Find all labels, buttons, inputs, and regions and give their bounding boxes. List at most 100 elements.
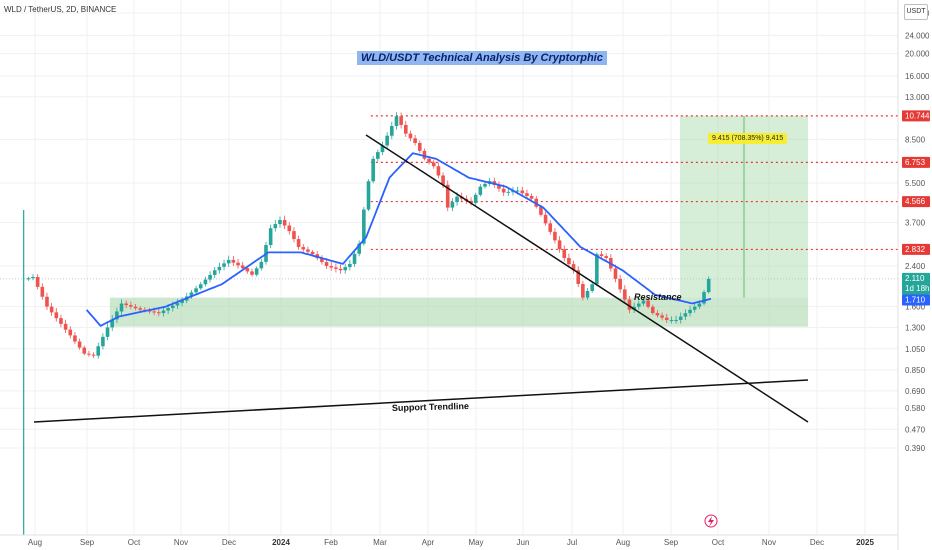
- candle-body: [45, 296, 49, 307]
- candle-body: [203, 279, 208, 285]
- candle-body: [68, 329, 73, 336]
- candle-body: [240, 265, 245, 269]
- candle-body: [40, 286, 45, 297]
- price-badge: [902, 294, 930, 306]
- candle-body: [692, 306, 697, 310]
- x-tick-label: Apr: [422, 538, 435, 547]
- candle-body: [548, 223, 553, 232]
- candle-body: [292, 231, 296, 240]
- candle-body: [441, 175, 445, 185]
- candle-body: [515, 190, 520, 192]
- candle-body: [119, 303, 124, 312]
- candle-body: [82, 347, 87, 354]
- candle-body: [506, 191, 511, 193]
- x-tick-label: Jul: [567, 538, 577, 547]
- candle-body: [557, 240, 562, 250]
- candle-body: [268, 228, 273, 246]
- candle-body: [427, 158, 431, 163]
- candle-body: [231, 259, 236, 263]
- candle-body: [664, 317, 669, 320]
- price-badge-label: 2.832: [905, 245, 926, 254]
- candle-body: [282, 219, 287, 226]
- candle-body: [101, 336, 105, 347]
- symbol-label: WLD / TetherUS, 2D, BINANCE: [4, 5, 117, 14]
- x-tick-label: Oct: [128, 538, 141, 547]
- candle-body: [273, 224, 278, 229]
- candle-body: [431, 162, 436, 167]
- candle-body: [54, 312, 59, 319]
- candle-body: [473, 194, 478, 204]
- candle-body: [352, 253, 357, 264]
- candle-body: [478, 186, 483, 195]
- candle-body: [26, 278, 31, 280]
- price-badge-label: 4.566: [905, 197, 926, 206]
- candle-body: [371, 158, 375, 182]
- candle-body: [706, 278, 711, 293]
- x-tick-label: Nov: [174, 538, 188, 547]
- candle-body: [296, 239, 301, 248]
- price-badge-label: 10.744: [905, 111, 930, 120]
- trendlines: [33, 134, 809, 423]
- candle-body: [147, 310, 152, 312]
- candle-body: [115, 311, 119, 320]
- candle-body: [660, 315, 664, 318]
- candle-body: [133, 306, 138, 309]
- currency-button[interactable]: USDT: [904, 4, 928, 20]
- candle-body: [208, 274, 212, 280]
- candle-body: [585, 290, 590, 298]
- candle-body: [320, 258, 324, 263]
- candle-body: [520, 190, 525, 194]
- y-tick-label: 24.000: [905, 31, 930, 40]
- y-tick-label: 13.000: [905, 93, 930, 102]
- candle-body: [338, 268, 343, 271]
- candle-body: [497, 184, 501, 189]
- candle-body: [329, 265, 334, 268]
- price-badge: [902, 272, 930, 295]
- y-tick-label: 1.050: [905, 345, 926, 354]
- x-tick-label: Mar: [373, 538, 387, 547]
- candle-body: [212, 270, 217, 275]
- candle-body: [343, 267, 348, 271]
- candle-body: [455, 196, 459, 203]
- candle-body: [501, 188, 506, 193]
- y-tick-label: 2.400: [905, 262, 926, 271]
- y-tick-label: 5.500: [905, 179, 926, 188]
- moving-average-line: [85, 152, 712, 328]
- candle-body: [287, 225, 292, 232]
- candle-body: [553, 231, 557, 241]
- candle-body: [194, 288, 198, 293]
- candle-body: [91, 354, 96, 356]
- x-tick-label: May: [468, 538, 483, 547]
- candle-body: [362, 209, 366, 244]
- candle-body: [166, 308, 170, 311]
- x-tick-label: Aug: [28, 538, 42, 547]
- candle-body: [385, 135, 389, 146]
- candle-body: [413, 138, 417, 143]
- candle-body: [226, 259, 231, 264]
- candle-body: [422, 150, 427, 159]
- candle-body: [613, 268, 618, 279]
- candle-body: [198, 284, 203, 289]
- y-tick-label: 16.000: [905, 72, 930, 81]
- candle-body: [87, 353, 91, 355]
- candle-body: [138, 308, 142, 310]
- price-badge: [902, 196, 930, 208]
- candle-body: [445, 184, 450, 208]
- x-tick-label: 2024: [272, 538, 290, 547]
- x-tick-label: Nov: [762, 538, 776, 547]
- candle-body: [129, 305, 133, 307]
- candle-body: [590, 284, 594, 291]
- moving-average: [85, 152, 712, 328]
- candle-body: [511, 191, 515, 193]
- candle-body: [189, 292, 194, 297]
- candle-body: [576, 270, 581, 284]
- y-tick-label: 1.600: [905, 303, 926, 312]
- lightning-icon[interactable]: [704, 514, 718, 528]
- candle-body: [152, 311, 156, 313]
- candle-body: [105, 327, 110, 337]
- candle-body: [301, 247, 306, 250]
- candle-body: [636, 303, 641, 307]
